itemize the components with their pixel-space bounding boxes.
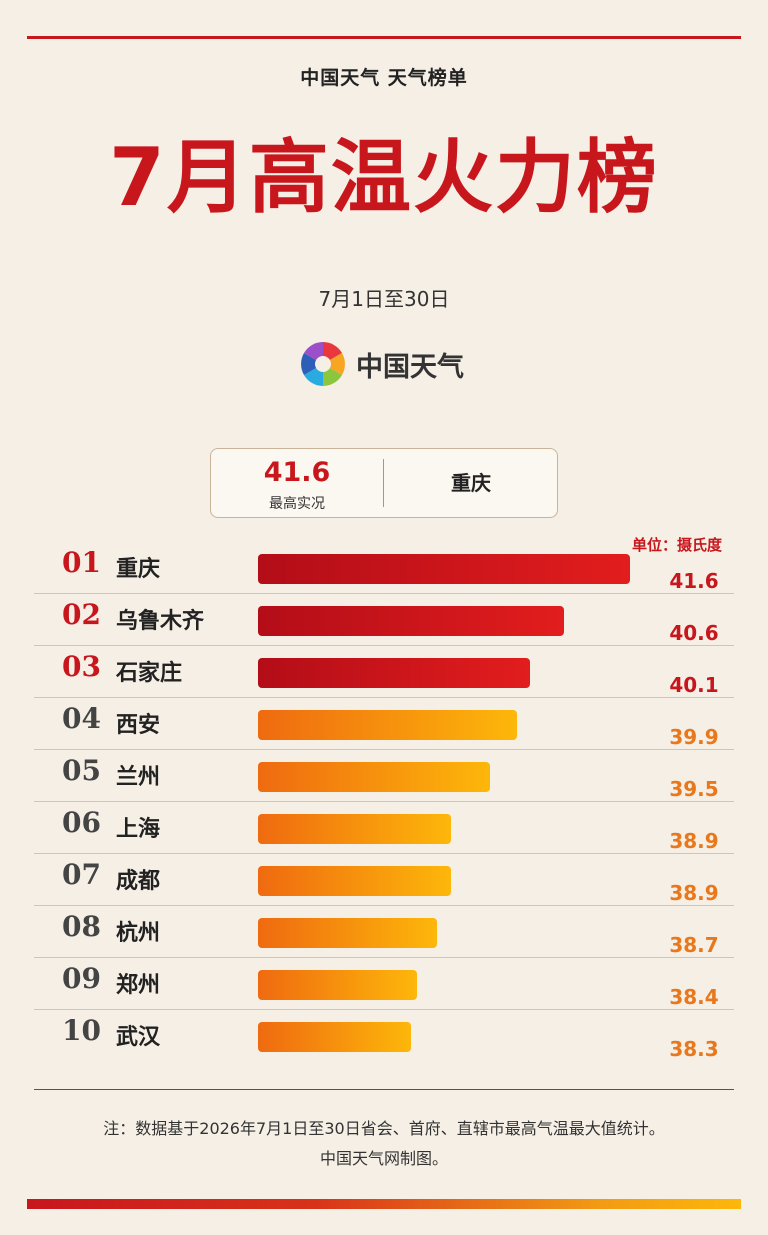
temperature-value: 39.5 (669, 777, 719, 801)
temperature-bar (258, 1022, 411, 1052)
city-label: 兰州 (116, 765, 161, 790)
temperature-bar (258, 814, 451, 844)
rank-number: 09 (62, 962, 101, 995)
temperature-value: 40.1 (669, 673, 719, 697)
city-label: 武汉 (116, 1025, 161, 1050)
row-separator (34, 593, 734, 594)
row-separator (34, 905, 734, 906)
temperature-value: 40.6 (669, 621, 719, 645)
brand-logo-icon (301, 342, 345, 386)
unit-label: 单位：摄氏度 (632, 536, 723, 554)
ranking-row: 04 西安 39.9 (34, 698, 734, 750)
temperature-value: 38.4 (669, 985, 719, 1009)
summary-label: 最高实况 (269, 496, 325, 512)
temperature-value: 41.6 (669, 569, 719, 593)
city-label: 西安 (116, 713, 161, 738)
temperature-bar (258, 970, 417, 1000)
page-title: 7月高温火力榜 (109, 131, 659, 224)
ranking-row: 09 郑州 38.4 (34, 958, 734, 1010)
rank-number: 04 (62, 702, 101, 735)
row-separator (34, 1009, 734, 1010)
ranking-row: 05 兰州 39.5 (34, 750, 734, 802)
brand-logo: 中国天气 (298, 338, 464, 390)
temperature-bar (258, 762, 490, 792)
summary-card: 41.6 最高实况 重庆 (210, 448, 558, 518)
summary-city: 重庆 (451, 471, 491, 495)
city-label: 成都 (116, 869, 161, 894)
temperature-bar (258, 554, 630, 584)
city-label: 杭州 (116, 921, 161, 946)
rank-number: 03 (62, 650, 101, 683)
rank-number: 08 (62, 910, 101, 943)
footnote-line-1: 注：数据基于2026年7月1日至30日省会、首府、直辖市最高气温最大值统计。 (103, 1119, 665, 1138)
city-label: 乌鲁木齐 (116, 609, 205, 634)
temperature-bar (258, 918, 437, 948)
ranking-row: 06 上海 38.9 (34, 802, 734, 854)
top-divider (27, 36, 741, 39)
footnote-line-2: 中国天气网制图。 (319, 1149, 448, 1168)
footnote: 注：数据基于2026年7月1日至30日省会、首府、直辖市最高气温最大值统计。 中… (0, 1114, 768, 1174)
temperature-value: 39.9 (669, 725, 719, 749)
rank-number: 06 (62, 806, 101, 839)
rank-number: 01 (62, 546, 101, 579)
city-label: 上海 (116, 817, 161, 842)
rank-number: 07 (62, 858, 101, 891)
temperature-bar (258, 710, 517, 740)
city-label: 重庆 (116, 557, 161, 582)
rank-number: 02 (62, 598, 101, 631)
ranking-row: 03 石家庄 40.1 (34, 646, 734, 698)
rank-number: 10 (62, 1014, 101, 1047)
temperature-bar (258, 606, 564, 636)
ranking-row: 10 武汉 38.3 (34, 1010, 734, 1062)
bottom-divider (34, 1089, 734, 1090)
temperature-value: 38.9 (669, 829, 719, 853)
summary-divider (383, 459, 384, 507)
ranking-row: 02 乌鲁木齐 40.6 (34, 594, 734, 646)
city-label: 石家庄 (116, 661, 183, 686)
temperature-value: 38.7 (669, 933, 719, 957)
city-label: 郑州 (116, 973, 161, 998)
date-range: 7月1日至30日 (318, 287, 450, 311)
row-separator (34, 749, 734, 750)
row-separator (34, 801, 734, 802)
ranking-row: 01 重庆 41.6 (34, 542, 734, 594)
footer-bar (27, 1199, 741, 1209)
row-separator (34, 957, 734, 958)
temperature-bar (258, 658, 530, 688)
brand-logo-text: 中国天气 (356, 351, 464, 383)
ranking-row: 07 成都 38.9 (34, 854, 734, 906)
row-separator (34, 697, 734, 698)
temperature-bar (258, 866, 451, 896)
rank-number: 05 (62, 754, 101, 787)
temperature-value: 38.3 (669, 1037, 719, 1061)
subheader: 中国天气 天气榜单 (300, 67, 468, 89)
row-separator (34, 853, 734, 854)
summary-value: 41.6 (263, 457, 331, 488)
ranking-row: 08 杭州 38.7 (34, 906, 734, 958)
row-separator (34, 645, 734, 646)
temperature-value: 38.9 (669, 881, 719, 905)
